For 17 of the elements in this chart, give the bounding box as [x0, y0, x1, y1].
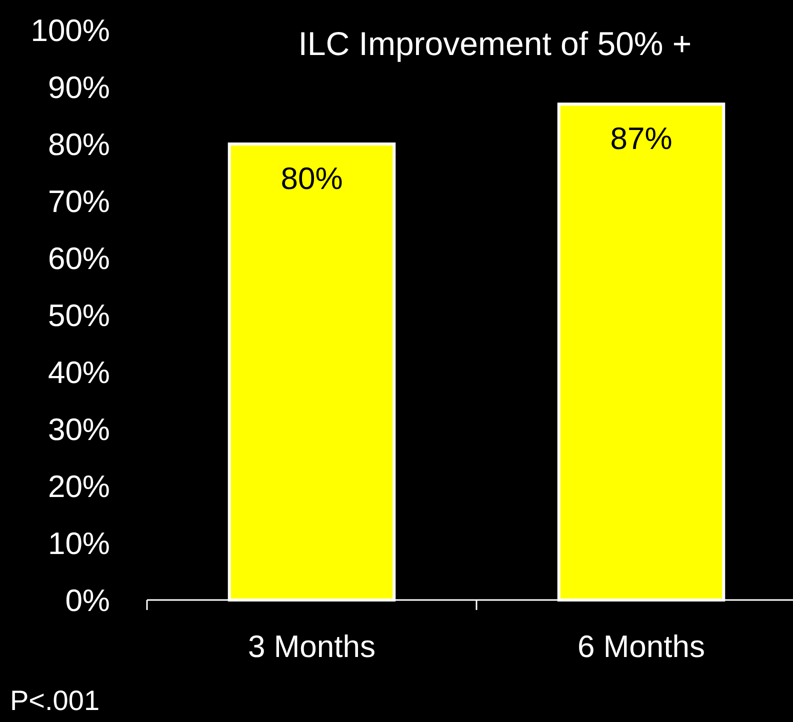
y-tick-label: 20% [48, 468, 110, 504]
y-tick-label: 60% [48, 240, 110, 276]
y-tick-label: 80% [48, 126, 110, 162]
data-label: 80% [280, 161, 343, 196]
y-tick-label: 30% [48, 412, 110, 447]
y-tick-label: 70% [48, 184, 110, 219]
y-tick-label: 40% [48, 354, 110, 390]
y-tick-label: 50% [48, 298, 110, 333]
y-tick-label: 10% [48, 526, 110, 561]
data-label: 87% [610, 121, 672, 156]
text: P<.001 [10, 685, 100, 716]
y-tick-label: 90% [48, 70, 110, 105]
x-tick-label: 3 Months [248, 629, 376, 664]
y-tick-label: 100% [30, 12, 110, 48]
y-tick-label: 0% [65, 582, 110, 618]
chart-title: ILC Improvement of 50% + [298, 25, 692, 62]
x-tick-label: 6 Months [577, 629, 706, 664]
